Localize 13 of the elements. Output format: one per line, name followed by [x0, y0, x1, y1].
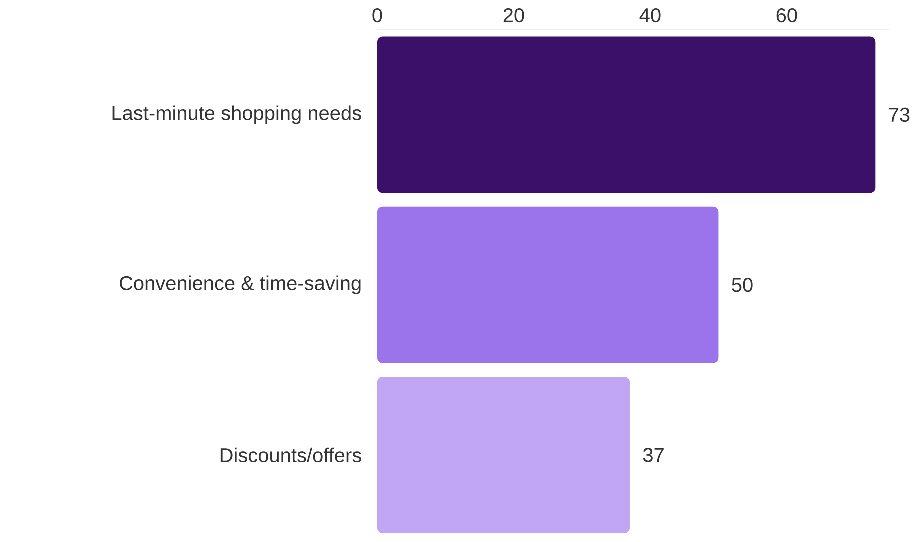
bar: [377, 206, 719, 364]
x-tick-label: 0: [372, 8, 382, 22]
x-tick-label: 40: [640, 8, 661, 22]
y-tick-label: Convenience & time-saving: [120, 276, 361, 294]
y-tick-label: Last-minute shopping needs: [112, 106, 362, 124]
data-label: 50: [732, 278, 753, 292]
x-tick-label: 20: [504, 8, 524, 22]
bar: [377, 376, 630, 534]
data-label: 73: [889, 108, 910, 122]
data-label: 37: [643, 448, 664, 462]
bar: [377, 36, 876, 194]
y-tick-label: Discounts/offers: [220, 448, 362, 462]
x-tick-label: 60: [776, 8, 798, 22]
